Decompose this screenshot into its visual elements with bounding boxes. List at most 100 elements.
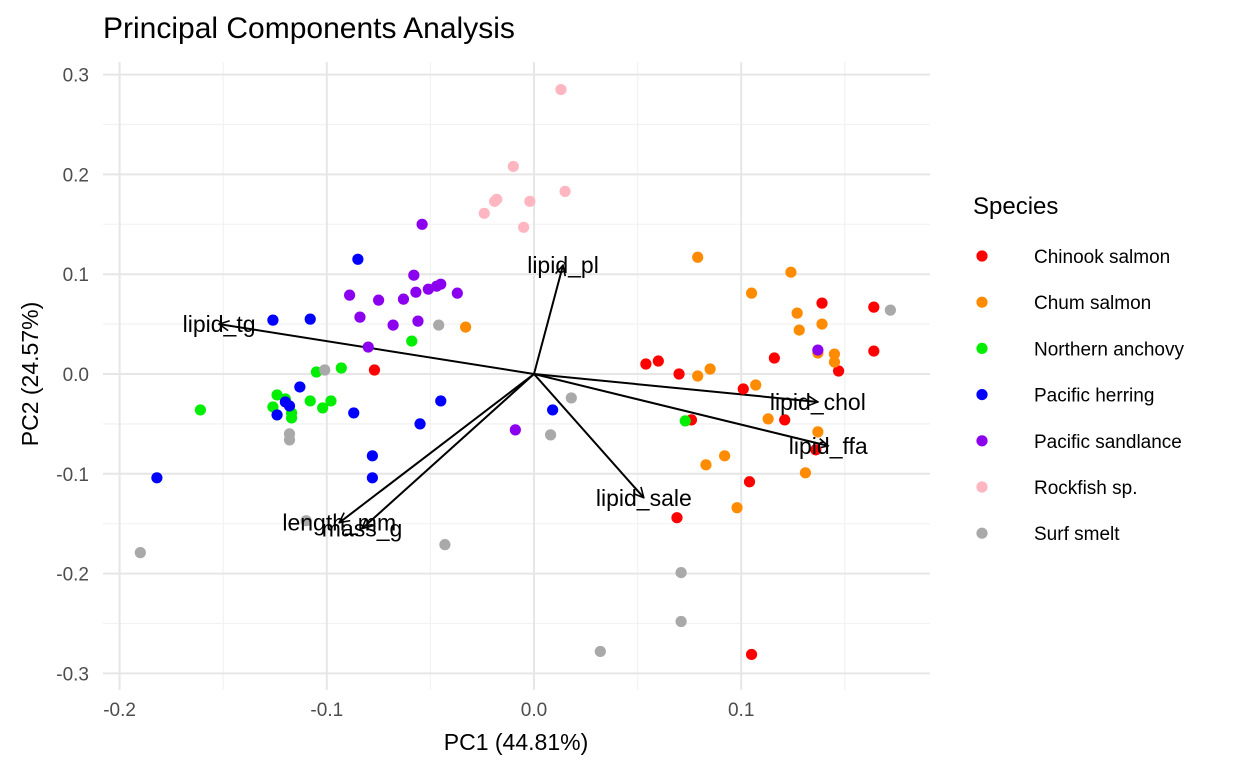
data-point <box>348 407 360 419</box>
data-point <box>692 370 704 382</box>
data-point <box>397 293 410 305</box>
y-axis-ticks: -0.3 -0.2 -0.1 0.0 0.1 0.2 0.3 <box>56 66 89 686</box>
loading-arrow <box>219 324 535 375</box>
x-axis-title: PC1 (44.81%) <box>444 729 588 755</box>
data-point <box>793 324 805 336</box>
data-point <box>304 313 316 325</box>
data-point <box>387 319 399 331</box>
loading-label: mass_g <box>322 516 403 542</box>
data-point <box>478 207 490 219</box>
data-point <box>700 459 712 471</box>
data-point <box>547 404 559 416</box>
data-point <box>352 253 364 265</box>
y-tick-label: 0.1 <box>63 265 89 286</box>
data-point <box>373 294 385 306</box>
legend-title: Species <box>973 193 1058 220</box>
data-point <box>762 413 774 425</box>
data-point <box>325 395 337 407</box>
data-point <box>559 185 571 197</box>
data-point <box>524 195 536 207</box>
data-point <box>555 83 567 96</box>
data-point <box>507 160 519 173</box>
legend-label: Chum salmon <box>1034 293 1151 314</box>
data-point <box>267 314 279 326</box>
x-tick-label: -0.2 <box>103 700 136 721</box>
data-point <box>194 404 207 416</box>
data-point <box>489 195 501 207</box>
data-point <box>317 402 329 414</box>
loading-arrow <box>533 265 563 375</box>
data-point <box>271 409 283 421</box>
data-point <box>675 567 687 579</box>
legend-label: Pacific herring <box>1034 386 1154 407</box>
legend-swatch <box>976 435 988 447</box>
legend: Species Chinook salmon Chum salmon Norther… <box>973 193 1184 545</box>
data-point <box>435 278 447 290</box>
data-point <box>151 472 163 484</box>
loading-labels: lipid_tg lipid_pl lipid_chol lipid_ffalipid… <box>183 252 868 541</box>
data-point <box>439 539 451 551</box>
loading-label: lipid_pl <box>527 252 599 278</box>
x-tick-label: 0.1 <box>728 700 754 721</box>
data-point <box>832 365 845 377</box>
data-point <box>816 318 828 330</box>
data-points <box>134 83 896 661</box>
data-point <box>300 515 312 527</box>
data-point <box>594 645 606 658</box>
data-point <box>460 321 472 333</box>
data-point <box>812 426 824 438</box>
data-point <box>737 383 749 395</box>
data-point <box>810 444 822 456</box>
legend-swatch <box>976 250 988 262</box>
legend-label: Surf smelt <box>1034 524 1120 545</box>
data-point <box>671 512 683 524</box>
data-point <box>368 364 381 376</box>
legend-swatch <box>976 527 988 539</box>
data-point <box>354 311 366 323</box>
data-point <box>283 434 296 446</box>
data-point <box>704 363 716 375</box>
loading-arrow <box>339 373 535 523</box>
data-point <box>779 414 791 426</box>
data-point <box>335 362 347 374</box>
data-point <box>652 355 664 367</box>
data-point <box>319 364 331 376</box>
data-point <box>294 381 306 393</box>
data-point <box>366 472 378 484</box>
legend-label: Rockfish sp. <box>1034 478 1137 499</box>
data-point <box>412 315 424 327</box>
loading-arrow <box>533 373 828 446</box>
data-point <box>544 429 557 441</box>
data-point <box>565 392 577 404</box>
data-point <box>868 301 880 313</box>
legend-label: Pacific sandlance <box>1034 432 1182 453</box>
data-point <box>884 304 896 316</box>
loading-arrow <box>362 373 535 529</box>
data-point <box>433 319 445 331</box>
y-tick-label: -0.3 <box>56 664 89 685</box>
x-axis-ticks: -0.2 -0.1 0.0 0.1 <box>103 700 754 721</box>
loading-label: lipid_ffa <box>789 433 868 459</box>
data-point <box>673 368 685 380</box>
y-tick-label: 0.0 <box>63 365 89 386</box>
data-point <box>812 344 824 356</box>
data-point <box>745 287 758 299</box>
y-axis-title: PC2 (24.57%) <box>17 302 43 446</box>
data-point <box>304 395 316 407</box>
plot-grid <box>103 62 930 690</box>
data-point <box>692 251 704 263</box>
x-tick-label: 0.0 <box>521 700 547 721</box>
data-point <box>675 615 687 628</box>
data-point <box>509 424 521 436</box>
y-tick-label: -0.2 <box>56 565 89 586</box>
y-tick-label: -0.1 <box>56 465 89 486</box>
loading-arrows <box>219 265 828 528</box>
data-point <box>362 341 374 353</box>
data-point <box>750 379 762 391</box>
loading-label: lipid_sale <box>596 485 692 511</box>
data-point <box>799 467 812 479</box>
legend-swatch <box>976 342 988 354</box>
loading-label: lipid_tg <box>183 311 256 337</box>
data-point <box>343 289 356 301</box>
